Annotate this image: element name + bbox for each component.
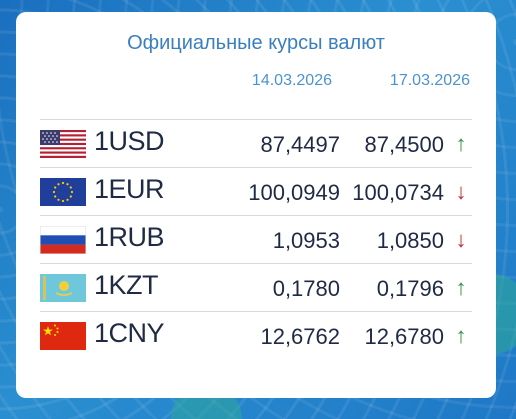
arrow-down-icon: ↓ — [455, 227, 467, 252]
china-flag-icon — [40, 322, 86, 350]
exchange-rates-card: Официальные курсы валют 14.03.2026 17.03… — [16, 12, 496, 398]
rates-table: 1USD 87,4497 87,4500 ↑ 1EUR 100,0949 — [40, 119, 472, 359]
currency-code: 1EUR — [94, 174, 165, 204]
currency-code: 1CNY — [94, 318, 165, 348]
rate-value-date1: 100,0949 — [248, 180, 340, 205]
eu-flag-icon — [40, 178, 86, 206]
rate-row-kzt: 1KZT 0,1780 0,1796 ↑ — [40, 263, 472, 311]
arrow-down-icon: ↓ — [455, 179, 467, 204]
arrow-up-icon: ↑ — [455, 275, 467, 300]
arrow-up-icon: ↑ — [455, 131, 467, 156]
kazakhstan-flag-icon — [40, 274, 86, 302]
usa-flag-icon — [40, 130, 86, 158]
arrow-up-icon: ↑ — [455, 323, 467, 348]
rate-value-date2: 0,1796 — [376, 276, 444, 301]
widget-title: Официальные курсы валют — [127, 32, 385, 54]
rate-value-date2: 1,0850 — [376, 228, 444, 253]
rate-value-date1: 0,1780 — [272, 276, 340, 301]
rate-value-date2: 87,4500 — [364, 132, 444, 157]
rate-value-date1: 1,0953 — [272, 228, 340, 253]
currency-code: 1KZT — [94, 270, 159, 300]
rate-value-date1: 87,4497 — [260, 132, 340, 157]
rate-row-eur: 1EUR 100,0949 100,0734 ↓ — [40, 167, 472, 215]
rate-row-cny: 1CNY 12,6762 12,6780 ↑ — [40, 311, 472, 359]
russia-flag-icon — [40, 226, 86, 254]
currency-code: 1USD — [94, 126, 165, 156]
date-column-1: 14.03.2026 — [251, 72, 332, 89]
rate-row-usd: 1USD 87,4497 87,4500 ↑ — [40, 119, 472, 167]
rate-row-rub: 1RUB 1,0953 1,0850 ↓ — [40, 215, 472, 263]
rate-value-date2: 100,0734 — [352, 180, 444, 205]
rate-value-date1: 12,6762 — [260, 324, 340, 349]
rate-value-date2: 12,6780 — [364, 324, 444, 349]
currency-code: 1RUB — [94, 222, 165, 252]
date-column-2: 17.03.2026 — [389, 72, 470, 89]
